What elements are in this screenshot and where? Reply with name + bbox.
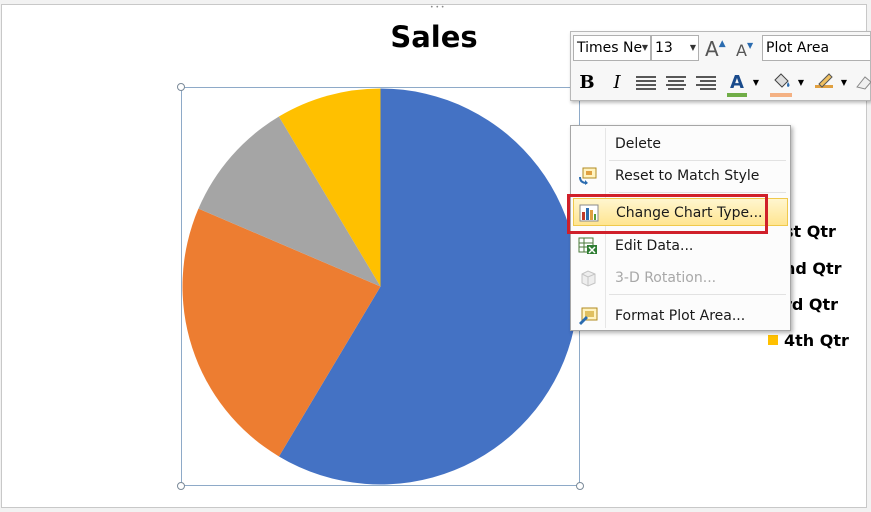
align-right-button[interactable] <box>693 69 719 97</box>
menu-item-label: Format Plot Area... <box>615 308 746 324</box>
menu-separator <box>609 160 786 161</box>
fill-color-button[interactable] <box>768 69 794 97</box>
eraser-icon <box>856 76 871 90</box>
pen-icon <box>815 73 833 88</box>
resize-handle-bottom-left[interactable] <box>177 482 185 490</box>
chart-element-selector-value: Plot Area <box>766 40 830 56</box>
font-color-letter: A <box>730 72 744 93</box>
font-size-box[interactable]: 13 ▼ <box>651 35 699 61</box>
highlight-outline <box>567 194 768 234</box>
font-color-button[interactable]: A <box>725 69 749 97</box>
mini-toolbar: Times Ne ▼ 13 ▼ A▲ A▼ Plot Area B I A ▼ … <box>570 31 871 101</box>
change-chart-type-icon <box>579 204 599 222</box>
format-plot-area-icon <box>579 307 598 325</box>
menu-separator <box>609 192 786 193</box>
menu-item-format-plot-area[interactable]: Format Plot Area... <box>573 302 788 330</box>
outline-pen-button[interactable] <box>811 69 837 97</box>
legend-key-4th-qtr <box>768 334 778 345</box>
chart-title[interactable]: Sales <box>390 20 478 54</box>
chevron-down-icon[interactable]: ▼ <box>752 78 760 87</box>
align-center-icon <box>666 76 686 90</box>
pie-chart[interactable] <box>181 87 580 486</box>
paint-bucket-icon <box>774 73 790 88</box>
align-left-icon <box>636 76 656 90</box>
edit-data-icon <box>578 237 597 254</box>
grow-font-icon[interactable]: A▲ <box>705 37 726 61</box>
chevron-down-icon[interactable]: ▼ <box>797 78 805 87</box>
context-menu: Delete Reset to Match Style Change Chart… <box>570 125 791 331</box>
resize-handle-top-left[interactable] <box>177 83 185 91</box>
eraser-button[interactable] <box>853 69 871 97</box>
menu-item-delete[interactable]: Delete <box>573 130 788 158</box>
rotation-3d-icon <box>581 270 596 287</box>
chevron-down-icon[interactable]: ▼ <box>689 43 696 52</box>
align-right-icon <box>696 76 716 90</box>
menu-item-label: Reset to Match Style <box>615 168 760 184</box>
font-name-value: Times Ne <box>577 40 643 56</box>
legend-item-2nd-qtr[interactable]: nd Qtr <box>768 259 842 278</box>
legend-item-1st-qtr[interactable]: st Qtr <box>768 222 836 241</box>
menu-item-label: Change Chart Type... <box>616 205 763 221</box>
legend-item-3rd-qtr[interactable]: rd Qtr <box>768 295 838 314</box>
chevron-down-icon[interactable]: ▼ <box>641 43 648 52</box>
pie-slice-2nd-qtr[interactable] <box>182 208 381 457</box>
chevron-down-icon[interactable]: ▼ <box>840 78 848 87</box>
legend-label: rd Qtr <box>784 295 839 314</box>
bold-button[interactable]: B <box>579 72 595 93</box>
shrink-font-icon[interactable]: A▼ <box>736 41 754 60</box>
font-name-box[interactable]: Times Ne ▼ <box>573 35 651 61</box>
menu-item-edit-data[interactable]: Edit Data... <box>573 232 788 260</box>
menu-gutter <box>605 128 606 328</box>
legend-label: 4th Qtr <box>784 331 849 350</box>
menu-item-label: 3-D Rotation... <box>615 270 717 286</box>
menu-item-change-chart-type[interactable]: Change Chart Type... <box>573 198 788 226</box>
menu-separator <box>609 294 786 295</box>
pie-slice-4th-qtr[interactable] <box>278 88 381 287</box>
chart-resize-grip[interactable]: • • • <box>430 4 445 11</box>
reset-style-icon <box>579 167 597 185</box>
menu-item-label: Delete <box>615 136 661 152</box>
fill-color-swatch <box>770 93 792 97</box>
align-center-button[interactable] <box>663 69 689 97</box>
legend-item-4th-qtr[interactable]: 4th Qtr <box>768 331 849 350</box>
menu-item-label: Edit Data... <box>615 238 694 254</box>
resize-handle-bottom-right[interactable] <box>576 482 584 490</box>
font-size-value: 13 <box>655 40 673 56</box>
chart-element-selector[interactable]: Plot Area <box>762 35 870 61</box>
italic-button[interactable]: I <box>613 72 621 93</box>
font-color-swatch <box>727 93 747 97</box>
legend-label: nd Qtr <box>784 259 842 278</box>
pie-slice-3rd-qtr[interactable] <box>198 116 381 287</box>
menu-item-3d-rotation: 3-D Rotation... <box>573 264 788 292</box>
menu-item-reset-to-match-style[interactable]: Reset to Match Style <box>573 162 788 190</box>
pie-slice-1st-qtr[interactable] <box>278 88 579 485</box>
center-align-icon[interactable] <box>633 69 659 97</box>
legend-label: st Qtr <box>784 222 836 241</box>
